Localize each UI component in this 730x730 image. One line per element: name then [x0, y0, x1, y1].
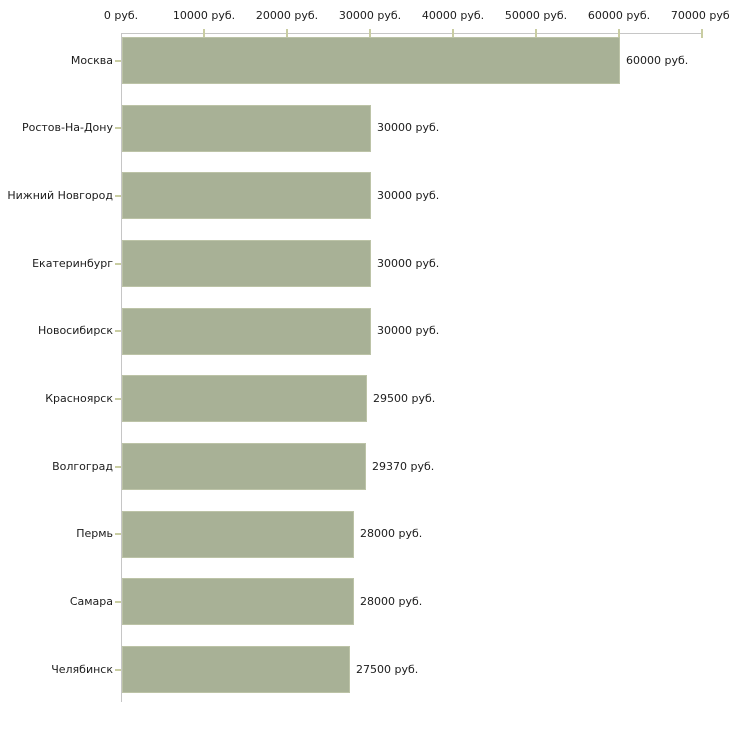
- category-tick-mark: [115, 533, 121, 535]
- category-label: Екатеринбург: [32, 257, 113, 270]
- x-tick-mark: [452, 29, 454, 38]
- value-label: 30000 руб.: [377, 324, 440, 337]
- value-label: 28000 руб.: [360, 527, 423, 540]
- bar: [122, 37, 620, 84]
- value-label: 30000 руб.: [377, 121, 440, 134]
- category-tick-mark: [115, 330, 121, 332]
- x-tick-label: 20000 руб.: [255, 9, 319, 22]
- bar: [122, 105, 371, 152]
- category-tick-mark: [115, 398, 121, 400]
- category-label: Красноярск: [45, 392, 113, 405]
- category-label: Волгоград: [52, 460, 113, 473]
- category-tick-mark: [115, 669, 121, 671]
- category-label: Самара: [69, 595, 113, 608]
- x-tick-label: 0 руб.: [103, 9, 139, 22]
- x-tick-mark: [701, 29, 703, 38]
- category-tick-mark: [115, 60, 121, 62]
- value-label: 28000 руб.: [360, 595, 423, 608]
- x-tick-label: 40000 руб.: [421, 9, 485, 22]
- x-tick-mark: [369, 29, 371, 38]
- category-label: Ростов-На-Дону: [21, 121, 113, 134]
- category-label: Пермь: [76, 527, 113, 540]
- category-tick-mark: [115, 263, 121, 265]
- x-axis-line: [121, 33, 702, 34]
- category-tick-mark: [115, 601, 121, 603]
- x-tick-label: 60000 руб.: [587, 9, 651, 22]
- category-label: Челябинск: [51, 663, 113, 676]
- value-label: 29370 руб.: [372, 460, 435, 473]
- bar: [122, 646, 350, 693]
- value-label: 60000 руб.: [626, 54, 689, 67]
- value-label: 30000 руб.: [377, 189, 440, 202]
- bar: [122, 511, 354, 558]
- category-tick-mark: [115, 195, 121, 197]
- x-tick-label: 30000 руб.: [338, 9, 402, 22]
- value-label: 27500 руб.: [356, 663, 419, 676]
- bar: [122, 578, 354, 625]
- category-label: Москва: [70, 54, 113, 67]
- x-tick-mark: [618, 29, 620, 38]
- bar: [122, 240, 371, 287]
- bar: [122, 375, 367, 422]
- x-tick-label: 70000 руб.: [670, 9, 730, 22]
- x-tick-mark: [535, 29, 537, 38]
- category-label: Нижний Новгород: [7, 189, 113, 202]
- x-tick-label: 10000 руб.: [172, 9, 236, 22]
- y-axis-line: [121, 33, 122, 702]
- value-label: 30000 руб.: [377, 257, 440, 270]
- x-tick-mark: [286, 29, 288, 38]
- category-label: Новосибирск: [37, 324, 113, 337]
- bar: [122, 443, 366, 490]
- value-label: 29500 руб.: [373, 392, 436, 405]
- bar: [122, 308, 371, 355]
- category-tick-mark: [115, 127, 121, 129]
- x-tick-label: 50000 руб.: [504, 9, 568, 22]
- bar: [122, 172, 371, 219]
- x-tick-mark: [203, 29, 205, 38]
- category-tick-mark: [115, 466, 121, 468]
